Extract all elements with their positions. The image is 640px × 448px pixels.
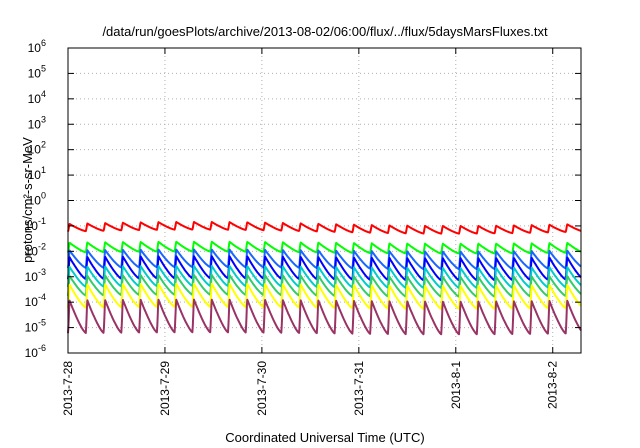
y-tick-base: 10 [28,117,42,131]
y-tick-base: 10 [25,219,39,233]
y-tick-exponent: -4 [38,292,46,302]
y-tick-label: 10-6 [25,343,46,360]
series-line [67,282,582,310]
y-tick-base: 10 [28,194,42,208]
y-tick-label: 10-3 [25,267,46,284]
y-tick-label: 10-5 [25,318,46,335]
y-tick-label: 100 [28,191,46,208]
y-tick-base: 10 [28,41,42,55]
series-line [67,255,582,282]
y-tick-exponent: 0 [41,191,46,201]
y-tick-exponent: 6 [41,38,46,48]
y-tick-label: 102 [28,140,46,157]
x-tick-label: 2013-7-31 [352,361,366,416]
x-axis-label: Coordinated Universal Time (UTC) [225,430,424,445]
x-tick-label: 2013-7-30 [255,361,269,416]
x-tick-label: 2013-8-2 [546,361,560,409]
y-tick-exponent: 4 [41,89,46,99]
y-tick-base: 10 [28,143,42,157]
y-tick-exponent: -2 [38,241,46,251]
x-tick-label: 2013-7-28 [61,361,75,416]
series-line [67,240,582,255]
chart-title: /data/run/goesPlots/archive/2013-08-02/0… [102,24,548,39]
series-layer [67,221,582,336]
y-tick-label: 104 [28,89,46,106]
y-axis: 10610510410310210110010-110-210-310-410-… [25,38,581,360]
y-tick-base: 10 [25,321,39,335]
x-axis: 2013-7-28 2013-7-29 2013-7-30 2013-7-31 2013… [61,48,560,416]
y-tick-base: 10 [25,346,39,360]
y-axis-label: protons/cm²-s-sr-MeV [20,137,35,263]
y-tick-label: 105 [28,63,46,80]
y-tick-exponent: 5 [41,63,46,73]
y-tick-exponent: -3 [38,267,46,277]
y-tick-base: 10 [28,168,42,182]
grid [68,48,581,353]
y-tick-exponent: 1 [41,165,46,175]
y-tick-exponent: -6 [38,343,46,353]
y-tick-exponent: 3 [41,114,46,124]
series-line [67,274,582,298]
y-tick-base: 10 [25,270,39,284]
y-tick-label: 10-1 [25,216,46,233]
y-tick-label: 106 [28,38,46,55]
y-tick-label: 101 [28,165,46,182]
y-tick-exponent: -1 [38,216,46,226]
y-tick-label: 10-2 [25,241,46,258]
series-line [67,221,582,235]
x-tick-label: 2013-7-29 [158,361,172,416]
y-tick-exponent: -5 [38,318,46,328]
y-tick-exponent: 2 [41,140,46,150]
y-tick-base: 10 [28,92,42,106]
x-tick-label: 2013-8-1 [449,361,463,409]
series-line [67,264,582,289]
y-tick-label: 10-4 [25,292,46,309]
y-tick-base: 10 [28,66,42,80]
y-tick-base: 10 [25,244,39,258]
y-tick-label: 103 [28,114,46,131]
y-tick-base: 10 [25,295,39,309]
series-line [67,298,582,336]
